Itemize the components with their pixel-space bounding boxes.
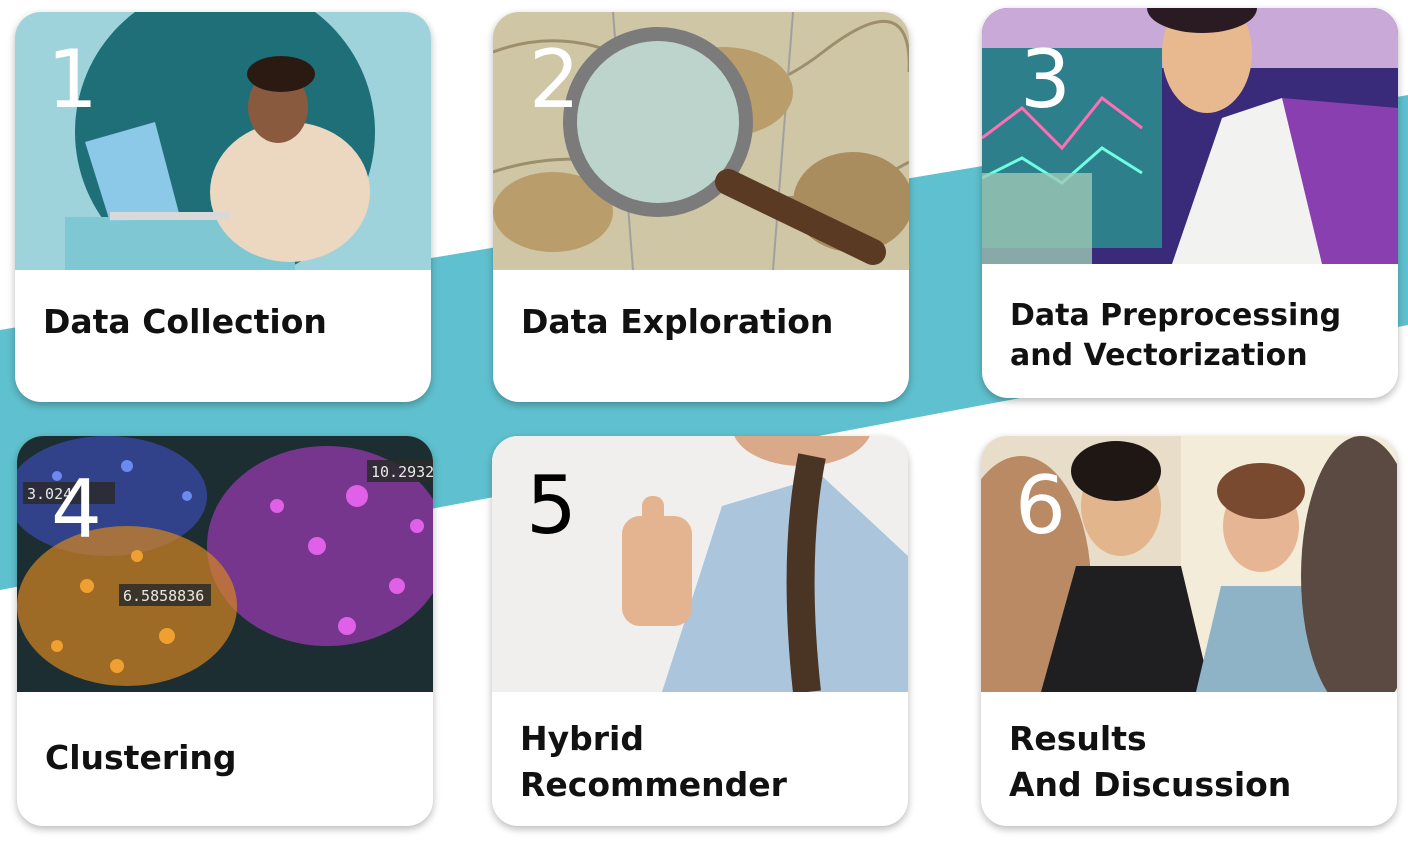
person-laptop-photo [15, 12, 431, 270]
cluster-value-label: 10.2932 [371, 463, 433, 481]
step-number: 2 [529, 33, 580, 126]
thumbs-up-photo [492, 436, 908, 692]
step-title: Hybrid Recommender [520, 719, 787, 804]
step-number: 6 [1015, 459, 1066, 552]
step-number: 4 [51, 463, 102, 556]
step-card-results: 6 Results And Discussion [981, 436, 1397, 826]
step-card-data-collection: 1 Data Collection [15, 12, 431, 402]
map-magnifier-photo [493, 12, 909, 270]
analyst-charts-photo [982, 8, 1398, 264]
step-number: 5 [526, 459, 577, 552]
step-title: Data Collection [43, 302, 327, 341]
step-title: Data Preprocessing and Vectorization [1010, 298, 1342, 373]
step-number: 3 [1020, 33, 1071, 126]
step-card-clustering: 3.024 10.2932 6.5858836 4 Clustering [17, 436, 433, 826]
step-card-data-exploration: 2 Data Exploration [493, 12, 909, 402]
cluster-value-label: 3.024 [27, 485, 72, 503]
step-number: 1 [47, 33, 98, 126]
step-title: Clustering [45, 738, 237, 777]
meeting-photo [981, 436, 1397, 692]
step-title: Data Exploration [521, 302, 834, 341]
step-card-hybrid-recommender: 5 Hybrid Recommender [492, 436, 908, 826]
cluster-value-label: 6.5858836 [123, 587, 204, 605]
step-card-data-preprocessing: 3 Data Preprocessing and Vectorization [982, 8, 1398, 398]
cluster-network-photo: 3.024 10.2932 6.5858836 [17, 436, 433, 692]
step-title: Results And Discussion [1009, 719, 1292, 804]
